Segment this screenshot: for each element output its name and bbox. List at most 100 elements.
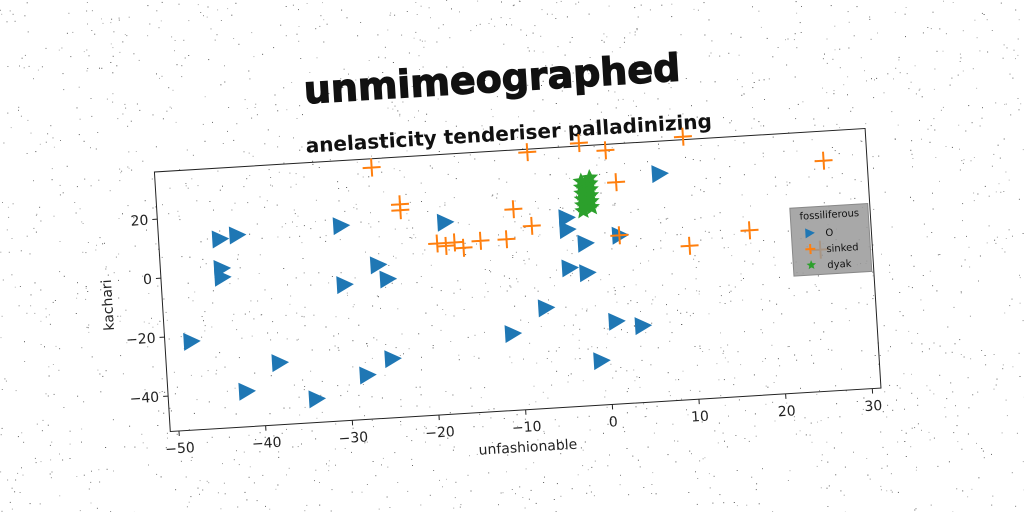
noise-dot xyxy=(430,264,432,266)
noise-dot xyxy=(412,465,413,466)
noise-dot xyxy=(915,508,917,510)
noise-dot xyxy=(1001,248,1003,250)
noise-dot xyxy=(9,501,11,503)
noise-dot xyxy=(341,9,343,11)
noise-dot xyxy=(14,20,16,22)
noise-dot xyxy=(206,480,208,482)
noise-dot xyxy=(278,171,280,173)
noise-dot xyxy=(458,354,460,356)
noise-dot xyxy=(500,17,502,19)
noise-dot xyxy=(256,500,258,502)
noise-dot xyxy=(561,90,563,92)
noise-dot xyxy=(895,67,897,69)
noise-dot xyxy=(248,70,250,72)
noise-dot xyxy=(723,350,725,352)
noise-dot xyxy=(267,332,269,334)
noise-dot xyxy=(1003,191,1005,192)
noise-dot xyxy=(572,81,574,82)
noise-dot xyxy=(10,127,12,129)
noise-dot xyxy=(856,6,858,8)
noise-dot xyxy=(405,193,407,195)
noise-dot xyxy=(794,354,796,356)
noise-dot xyxy=(304,510,306,512)
noise-dot xyxy=(976,87,978,89)
noise-dot xyxy=(689,389,691,391)
noise-dot xyxy=(425,427,427,429)
noise-dot xyxy=(408,348,410,350)
noise-dot xyxy=(589,429,591,431)
noise-dot xyxy=(74,202,76,203)
noise-dot xyxy=(713,215,715,217)
noise-dot xyxy=(814,168,816,170)
noise-dot xyxy=(672,250,674,252)
noise-dot xyxy=(176,386,178,388)
noise-dot xyxy=(1009,305,1011,307)
noise-dot xyxy=(939,254,941,255)
noise-dot xyxy=(976,442,977,444)
noise-dot xyxy=(910,81,912,83)
noise-dot xyxy=(884,191,886,193)
noise-dot xyxy=(33,78,34,80)
noise-dot xyxy=(403,353,404,355)
noise-dot xyxy=(488,23,490,24)
noise-dot xyxy=(159,320,161,322)
noise-dot xyxy=(306,504,308,506)
noise-dot xyxy=(795,433,797,435)
noise-dot xyxy=(814,284,816,286)
noise-dot xyxy=(246,178,248,180)
data-point xyxy=(471,231,490,250)
noise-dot xyxy=(130,339,132,341)
noise-dot xyxy=(700,145,702,146)
noise-dot xyxy=(593,495,595,497)
noise-dot xyxy=(78,86,80,88)
noise-dot xyxy=(413,234,415,236)
noise-dot xyxy=(7,112,9,114)
noise-dot xyxy=(415,428,417,430)
noise-dot xyxy=(158,27,160,29)
noise-dot xyxy=(401,333,403,335)
noise-dot xyxy=(762,332,763,334)
noise-dot xyxy=(652,472,654,474)
noise-dot xyxy=(917,333,919,334)
noise-dot xyxy=(122,41,124,43)
noise-dot xyxy=(960,354,962,355)
noise-dot xyxy=(84,178,86,180)
noise-dot xyxy=(439,479,440,481)
noise-dot xyxy=(156,473,158,475)
noise-dot xyxy=(62,459,64,461)
noise-dot xyxy=(328,460,330,462)
noise-dot xyxy=(960,291,962,292)
noise-dot xyxy=(668,114,669,116)
noise-dot xyxy=(873,208,875,210)
noise-dot xyxy=(314,480,315,482)
noise-dot xyxy=(120,315,122,317)
noise-dot xyxy=(368,60,370,61)
noise-dot xyxy=(720,332,721,334)
noise-dot xyxy=(967,377,969,379)
noise-dot xyxy=(159,77,160,79)
noise-dot xyxy=(854,197,856,199)
noise-dot xyxy=(389,14,391,16)
noise-dot xyxy=(714,430,716,432)
noise-dot xyxy=(309,72,311,73)
noise-dot xyxy=(630,211,632,213)
noise-dot xyxy=(356,161,358,163)
noise-dot xyxy=(866,80,867,82)
noise-dot xyxy=(953,432,955,434)
noise-dot xyxy=(742,299,744,301)
noise-dot xyxy=(937,254,939,256)
noise-dot xyxy=(509,356,511,358)
noise-dot xyxy=(522,148,524,150)
data-point xyxy=(522,216,541,235)
noise-dot xyxy=(290,186,292,188)
noise-dot xyxy=(448,249,450,251)
noise-dot xyxy=(762,284,764,286)
noise-dot xyxy=(898,59,900,61)
noise-dot xyxy=(251,335,253,337)
noise-dot xyxy=(325,148,326,150)
noise-dot xyxy=(187,187,189,189)
noise-dot xyxy=(762,360,764,362)
noise-dot xyxy=(395,257,397,259)
noise-dot xyxy=(301,443,302,445)
noise-dot xyxy=(764,99,765,100)
